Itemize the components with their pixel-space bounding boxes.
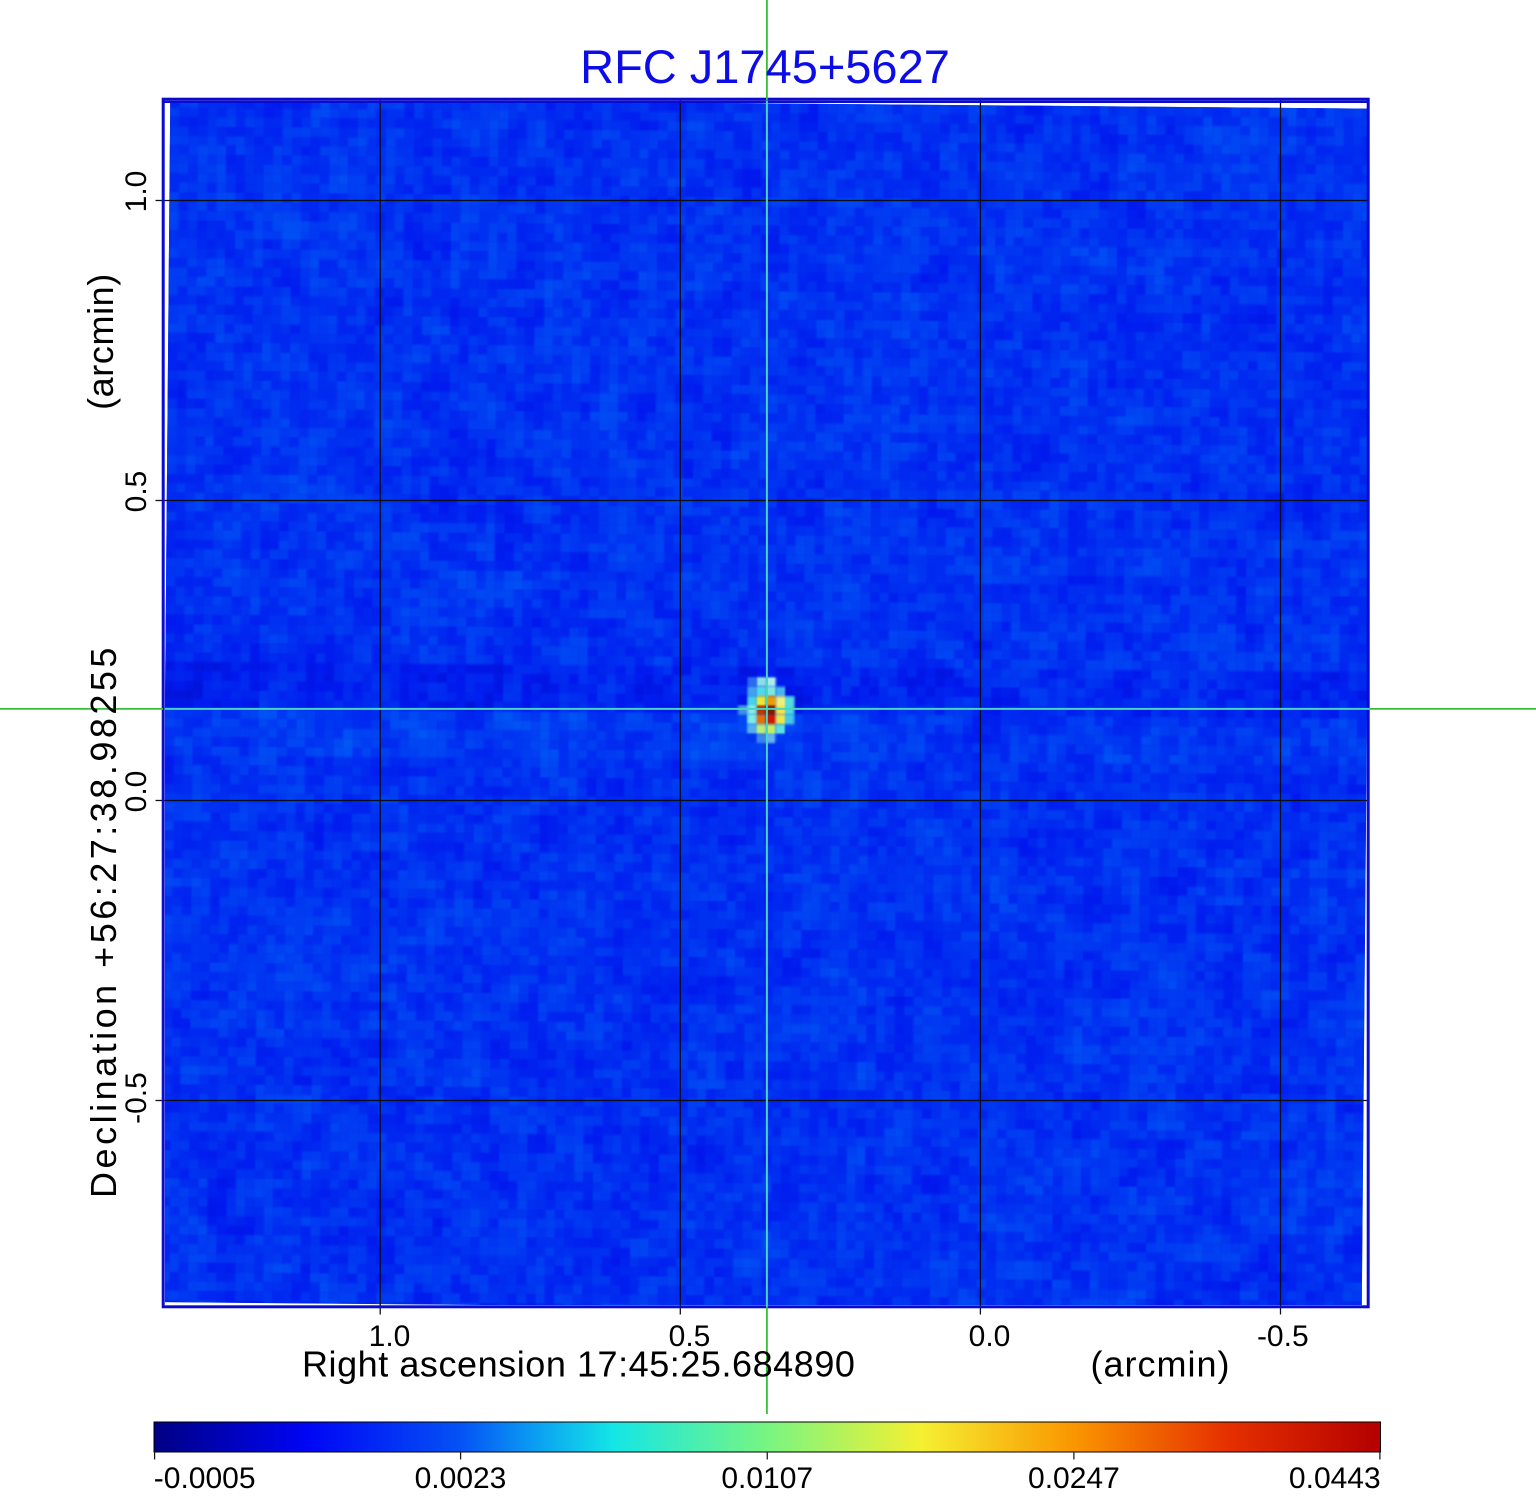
svg-text:(arcmin): (arcmin) xyxy=(1091,1344,1231,1385)
svg-text:0.0443: 0.0443 xyxy=(1289,1462,1381,1495)
svg-text:0.5: 0.5 xyxy=(669,1320,711,1353)
svg-text:Declination +56:27:38.98255: Declination +56:27:38.98255 xyxy=(83,644,124,1198)
svg-text:1.0: 1.0 xyxy=(369,1320,411,1353)
svg-text:RFC J1745+5627: RFC J1745+5627 xyxy=(580,40,950,93)
svg-text:0.0107: 0.0107 xyxy=(721,1462,813,1495)
svg-text:Right ascension 17:45:25.6848: Right ascension 17:45:25.684890 xyxy=(302,1344,855,1385)
svg-text:0.0023: 0.0023 xyxy=(415,1462,507,1495)
svg-text:-0.5: -0.5 xyxy=(1257,1320,1309,1353)
svg-text:1.0: 1.0 xyxy=(120,171,153,213)
svg-text:0.0247: 0.0247 xyxy=(1028,1462,1120,1495)
svg-text:-0.0005: -0.0005 xyxy=(154,1462,256,1495)
svg-text:(arcmin): (arcmin) xyxy=(80,273,121,410)
svg-text:0.0: 0.0 xyxy=(969,1320,1011,1353)
svg-text:0.0: 0.0 xyxy=(120,771,153,813)
svg-text:-0.5: -0.5 xyxy=(120,1072,153,1124)
svg-text:0.5: 0.5 xyxy=(120,471,153,513)
